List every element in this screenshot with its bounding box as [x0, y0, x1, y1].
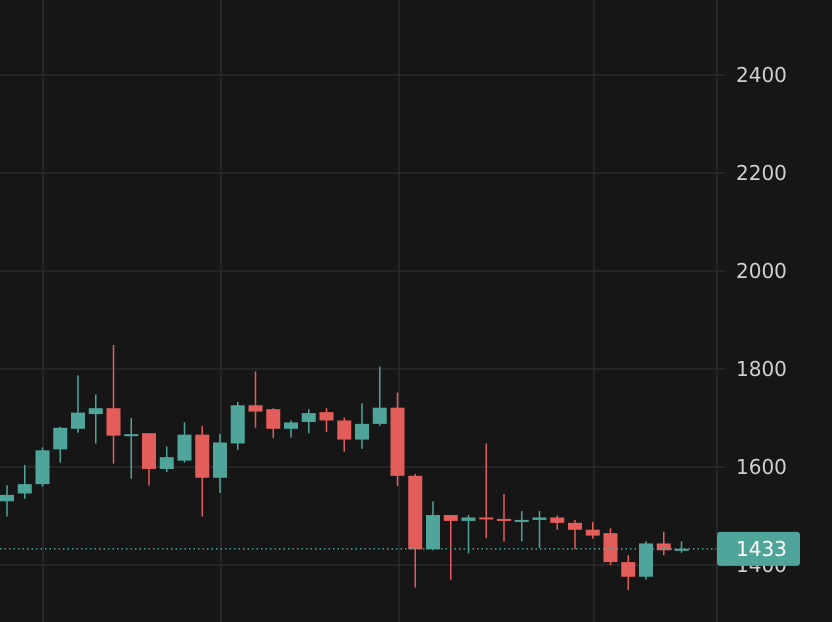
- candle-body-down: [266, 409, 281, 429]
- candle[interactable]: [319, 408, 334, 433]
- candle-body-up: [355, 423, 369, 440]
- candle-body-down: [142, 433, 156, 469]
- candle-body-down: [550, 517, 565, 523]
- y-tick-label: 2400: [736, 63, 787, 87]
- candle-body-up: [514, 519, 529, 522]
- candle[interactable]: [266, 408, 281, 439]
- candle[interactable]: [390, 392, 405, 487]
- last-price-label-bg: [717, 531, 800, 566]
- candle-body-down: [656, 543, 671, 551]
- y-tick-label: 1600: [736, 455, 787, 479]
- candle-body-up: [284, 422, 298, 429]
- candle[interactable]: [301, 409, 316, 434]
- candle-body-up: [639, 543, 653, 577]
- candle[interactable]: [195, 425, 210, 517]
- candle[interactable]: [621, 555, 636, 590]
- candle[interactable]: [372, 366, 387, 426]
- candle-body-up: [532, 517, 547, 520]
- candle[interactable]: [337, 417, 352, 452]
- candle-body-up: [177, 434, 192, 461]
- candle-body-down: [195, 434, 210, 478]
- candle-body-down: [443, 515, 458, 521]
- candle[interactable]: [71, 375, 85, 433]
- candle[interactable]: [408, 473, 423, 588]
- candle[interactable]: [568, 519, 582, 550]
- candle[interactable]: [603, 528, 618, 565]
- candle-body-up: [124, 434, 139, 437]
- y-tick-label: 2200: [736, 161, 787, 185]
- candle-body-up: [53, 427, 68, 450]
- candle-series[interactable]: [0, 344, 689, 590]
- candle-body-down: [319, 412, 334, 421]
- last-price-label: 1433: [717, 531, 800, 566]
- y-tick-label: 1800: [736, 357, 787, 381]
- candle[interactable]: [213, 433, 227, 493]
- candle[interactable]: [514, 511, 529, 542]
- candle-body-down: [603, 533, 618, 563]
- candle[interactable]: [550, 515, 565, 530]
- candle[interactable]: [284, 420, 298, 438]
- candle[interactable]: [88, 394, 103, 444]
- candle-body-up: [301, 413, 316, 422]
- candle-body-down: [585, 529, 600, 536]
- candle[interactable]: [639, 541, 653, 580]
- candle[interactable]: [585, 521, 600, 539]
- candle-body-up: [17, 484, 32, 494]
- candle-body-down: [621, 562, 636, 577]
- candle-body-up: [426, 515, 440, 550]
- candle-body-down: [408, 475, 423, 550]
- candle[interactable]: [479, 443, 494, 539]
- candle[interactable]: [53, 426, 68, 463]
- candle-body-up: [230, 405, 245, 444]
- candle-body-down: [337, 420, 352, 440]
- candle[interactable]: [142, 433, 156, 486]
- candle[interactable]: [355, 403, 369, 449]
- candle[interactable]: [124, 418, 139, 479]
- candle[interactable]: [35, 447, 50, 487]
- candle-body-up: [213, 442, 227, 478]
- candle-body-up: [674, 548, 689, 551]
- candle[interactable]: [230, 401, 245, 450]
- candle[interactable]: [497, 493, 511, 542]
- candle-body-up: [71, 412, 85, 429]
- y-tick-label: 2000: [736, 259, 787, 283]
- candle[interactable]: [443, 515, 458, 580]
- candle-body-down: [390, 407, 405, 476]
- candle-body-down: [479, 517, 494, 520]
- candle-body-down: [106, 408, 121, 436]
- candle[interactable]: [532, 511, 547, 548]
- candle-body-up: [372, 407, 387, 424]
- candle[interactable]: [106, 344, 121, 464]
- last-price-label-text: 1433: [736, 537, 787, 561]
- candle[interactable]: [656, 531, 671, 556]
- candle[interactable]: [426, 501, 440, 551]
- candle[interactable]: [177, 422, 192, 463]
- candle-body-up: [35, 450, 50, 485]
- candle-body-up: [0, 494, 14, 502]
- candle[interactable]: [0, 485, 14, 517]
- candle[interactable]: [248, 371, 263, 428]
- candle-body-up: [88, 408, 103, 415]
- candle[interactable]: [674, 541, 689, 553]
- grid-lines: [0, 0, 717, 622]
- candle-body-up: [461, 517, 476, 521]
- candle[interactable]: [461, 515, 476, 554]
- candle[interactable]: [159, 446, 174, 472]
- candle-body-down: [248, 405, 263, 412]
- candle[interactable]: [17, 465, 32, 499]
- candle-body-up: [159, 457, 174, 469]
- candle-body-down: [497, 518, 511, 521]
- candle-body-down: [568, 522, 582, 530]
